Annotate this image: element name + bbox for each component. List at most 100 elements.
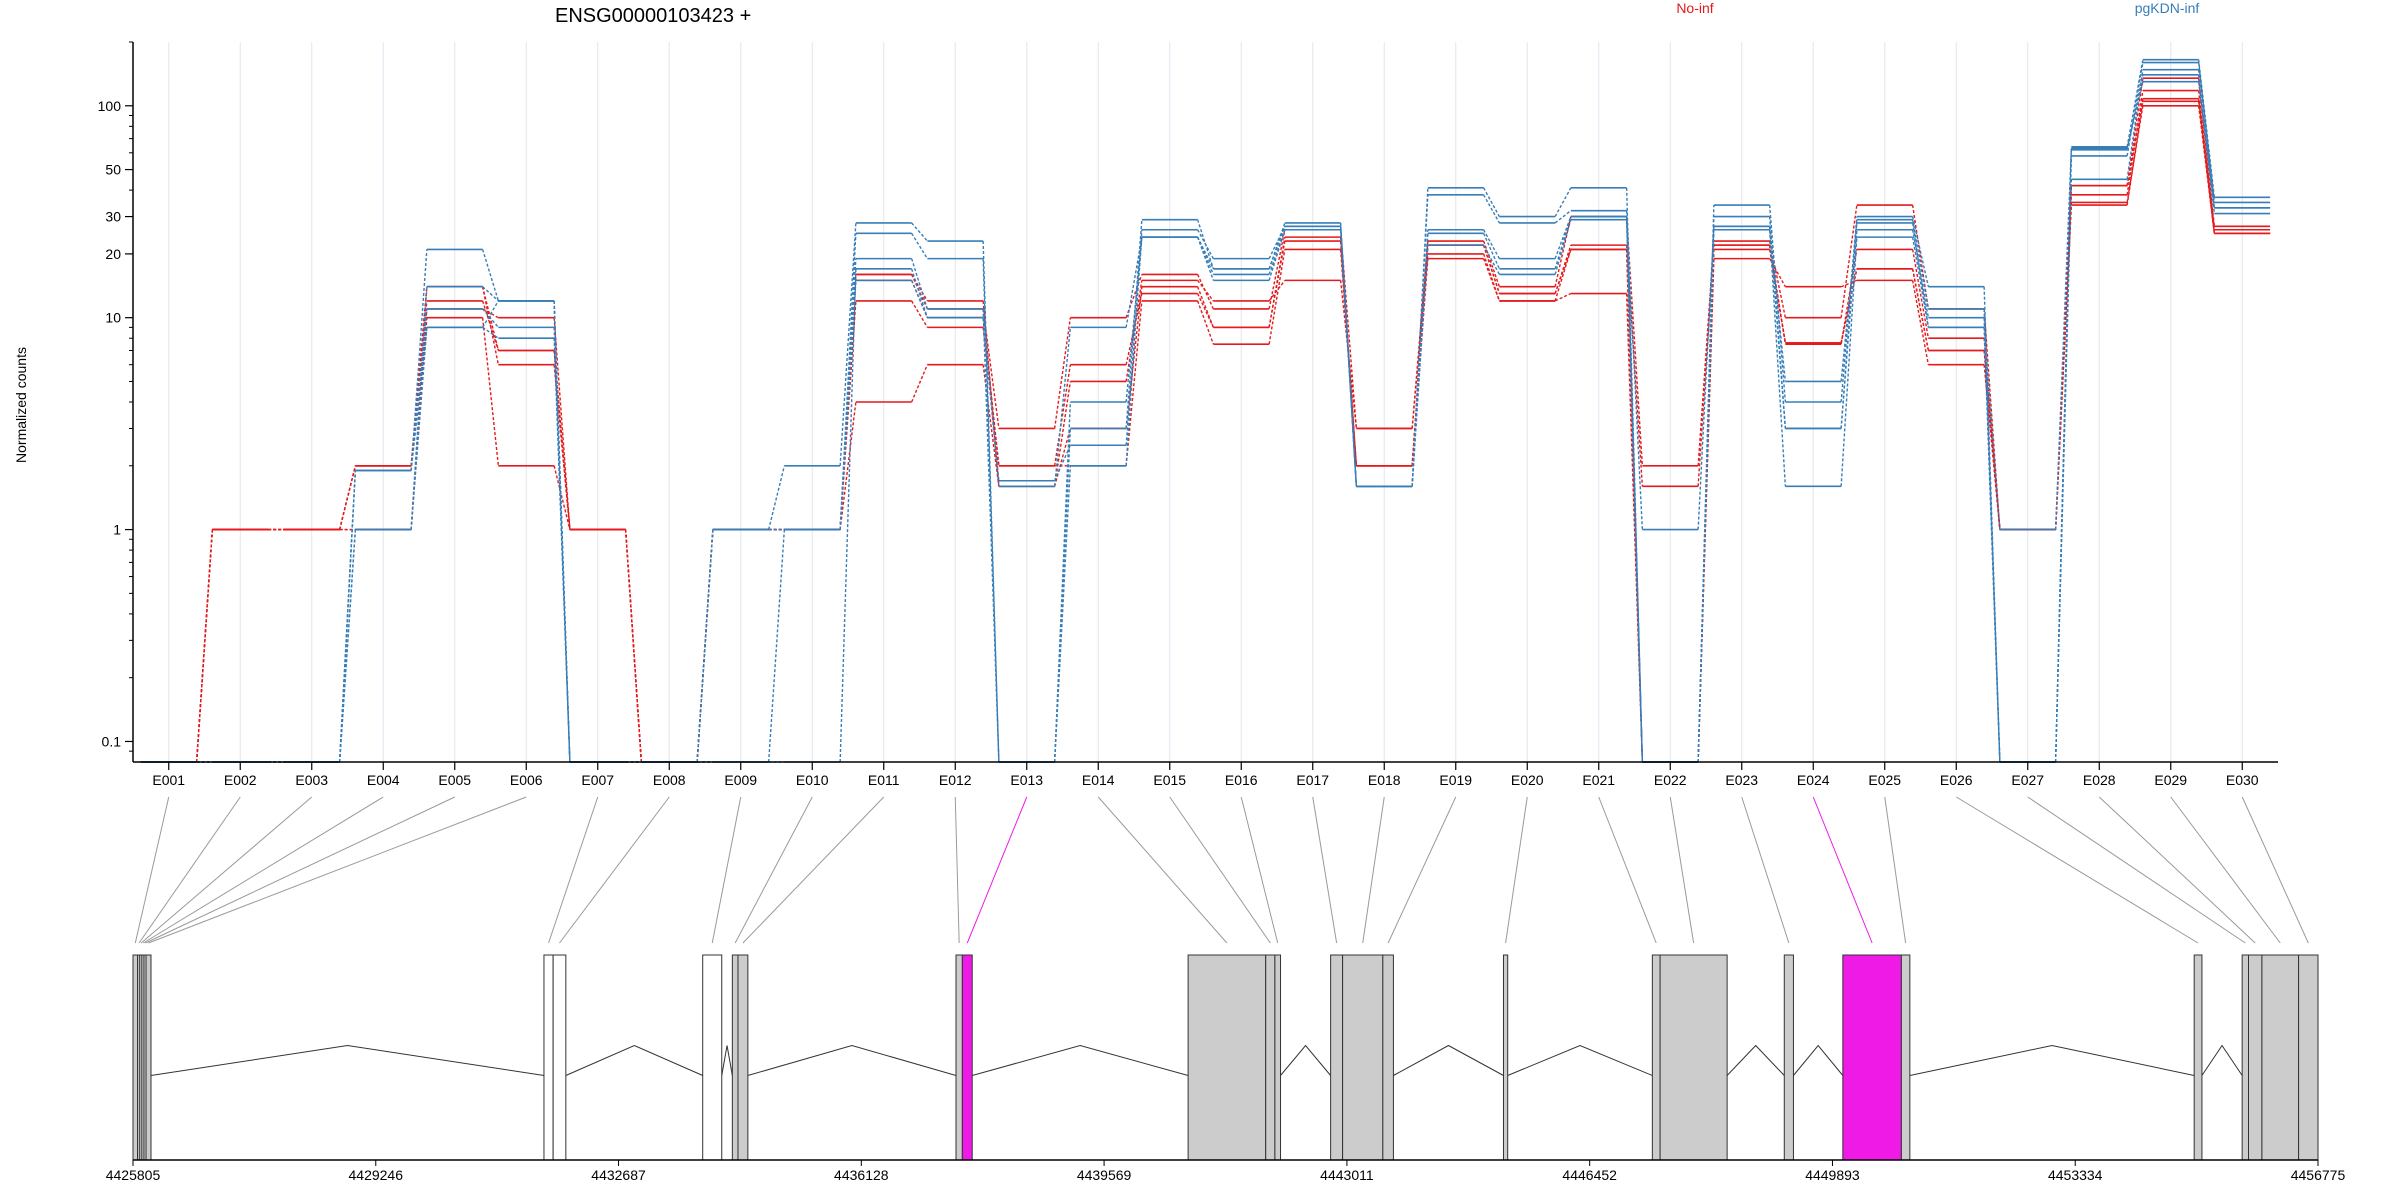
series-connector: [982, 327, 1000, 466]
series-connector: [1197, 229, 1214, 259]
series-connector: [1268, 236, 1286, 328]
series-connector: [624, 529, 643, 763]
series-connector: [982, 258, 1000, 763]
genomic-coordinate-label: 4439569: [1077, 1167, 1132, 1183]
exon-block: [2241, 954, 2250, 1161]
exon-connector: [1362, 796, 1385, 944]
intron-line: [1393, 1044, 1504, 1076]
x-tick-label: E013: [1010, 772, 1043, 788]
series-connector: [1554, 216, 1572, 287]
series-connector: [1911, 236, 1930, 328]
series-connector: [1268, 229, 1286, 275]
intron-line: [2201, 1044, 2243, 1076]
series-connector: [1554, 210, 1572, 224]
x-tick-label: E011: [868, 772, 900, 788]
series-connector: [553, 465, 571, 530]
intron-line: [565, 1044, 703, 1076]
x-tick-label: E014: [1082, 772, 1115, 788]
exon-block: [1265, 954, 1276, 1161]
exon-block: [2248, 954, 2263, 1161]
series-connector: [1196, 236, 1215, 275]
intron-line: [1793, 1044, 1844, 1076]
x-tick-label: E024: [1797, 772, 1830, 788]
series-connector: [1911, 219, 1930, 310]
x-tick-label: E029: [2154, 772, 2187, 788]
exon-connector: [138, 796, 241, 944]
series-connector: [2126, 90, 2144, 195]
series-connector: [1911, 280, 1930, 365]
series-connector: [1840, 237, 1858, 487]
x-tick-label: E017: [1296, 772, 1329, 788]
series-connector: [1196, 286, 1215, 328]
genomic-coordinate-label: 4446452: [1562, 1167, 1617, 1183]
series-connector: [1482, 240, 1501, 287]
exon-connector: [734, 796, 813, 944]
series-connector: [1197, 279, 1214, 302]
exon-block: [1842, 954, 1902, 1161]
series-connector: [982, 308, 1000, 763]
axes-layer: 0.1 1 10 20 30 50 100 E001 E002 E003 E004 E005 E006 E…: [98, 41, 2278, 788]
series-connector: [1053, 465, 1072, 763]
series-connector: [839, 280, 857, 530]
x-tick-label: E018: [1368, 772, 1401, 788]
series-connector: [1768, 226, 1787, 382]
series-connector: [1840, 222, 1858, 382]
series-connector: [1768, 229, 1787, 487]
series-connector: [1268, 225, 1286, 259]
y-tick-label: 20: [105, 246, 121, 262]
series-connector: [1196, 300, 1215, 345]
genomic-coordinate-label: 4456775: [2291, 1167, 2346, 1183]
y-tick-label: 50: [105, 162, 121, 178]
exon-connector: [140, 796, 313, 944]
series-connector: [911, 222, 928, 242]
series-connector: [2054, 149, 2073, 763]
x-tick-label: E026: [1940, 772, 1973, 788]
intron-line: [747, 1044, 957, 1076]
series-connector: [1053, 317, 1072, 429]
exon-block: [1502, 954, 1509, 1161]
y-tick-label: 10: [105, 310, 121, 326]
exon-block: [731, 954, 739, 1161]
series-connector: [1053, 428, 1072, 487]
exon-block: [702, 954, 723, 1161]
intron-line: [1280, 1044, 1332, 1076]
exon-block: [1382, 954, 1394, 1161]
x-tick-label: E023: [1725, 772, 1758, 788]
series-connector: [1196, 274, 1215, 310]
series-connector: [482, 308, 499, 328]
exon-block: [145, 954, 152, 1161]
series-connector: [2126, 69, 2144, 180]
series-connector: [2197, 98, 2216, 234]
legend-no-inf: No-inf: [1676, 0, 1713, 16]
series-connector: [1697, 226, 1715, 530]
series-connector: [839, 268, 857, 763]
series-connector: [2126, 98, 2144, 186]
exon-connector: [2027, 796, 2246, 944]
series-connector: [338, 470, 357, 763]
series-connector: [839, 300, 857, 530]
exon-connector: [954, 796, 960, 944]
series-connector: [481, 317, 500, 466]
exon-connector: [1598, 796, 1657, 944]
x-tick-label: E007: [581, 772, 614, 788]
x-tick-label: E028: [2083, 772, 2116, 788]
exon-block: [1900, 954, 1911, 1161]
series-connector: [1339, 249, 1358, 466]
series-connector: [410, 249, 428, 471]
x-tick-label: E015: [1153, 772, 1186, 788]
series-connector: [1482, 244, 1501, 294]
series-connector: [1268, 249, 1286, 345]
series-connector: [1983, 327, 2001, 763]
intron-line: [150, 1044, 545, 1076]
series-connector: [2054, 148, 2073, 530]
exon-connector: [548, 796, 599, 944]
genomic-coordinate-label: 4436128: [834, 1167, 889, 1183]
series-connector: [1125, 237, 1143, 403]
series-connector: [839, 401, 857, 530]
series-connector: [1483, 229, 1500, 259]
series-connector: [839, 222, 857, 466]
series-connector: [1554, 244, 1572, 294]
series-connector: [410, 308, 428, 530]
y-axis-label: Normalized counts: [13, 347, 29, 463]
